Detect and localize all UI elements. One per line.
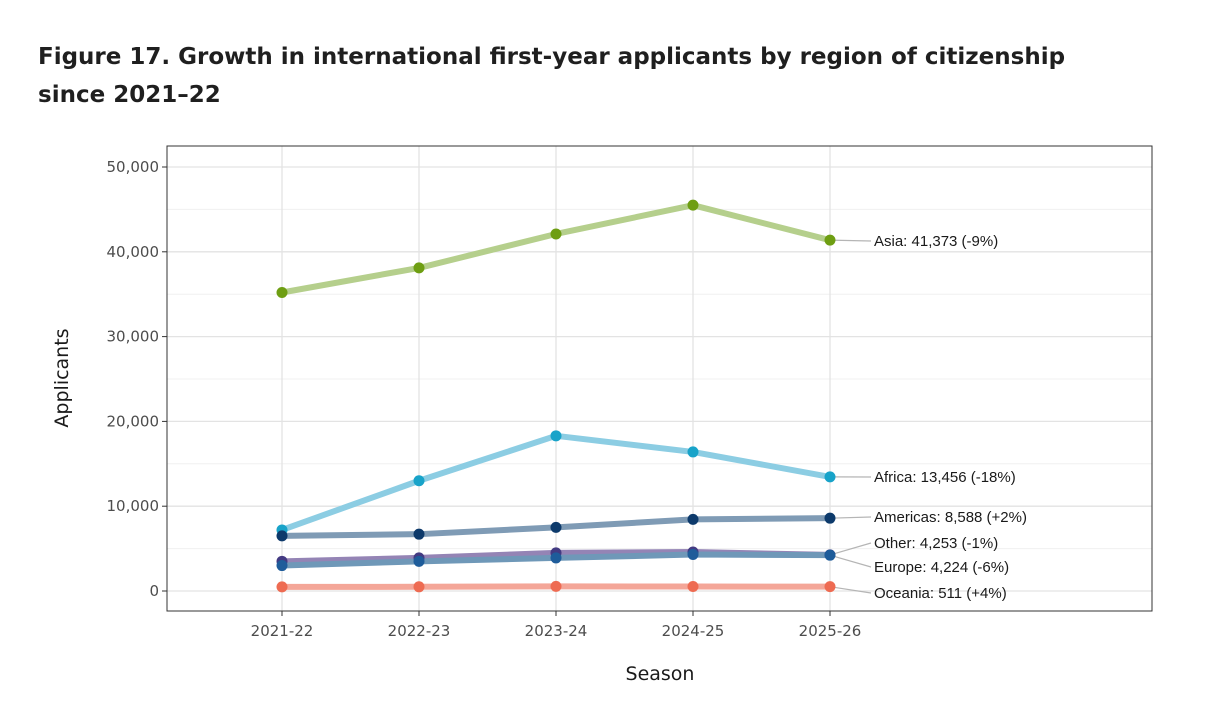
data-point-americas	[413, 528, 425, 540]
leader-line-other	[829, 542, 872, 556]
data-point-oceania	[824, 581, 836, 593]
x-axis-ticks: 2021-22 2022-23 2023-24 2024-25 2025-26	[251, 611, 862, 640]
x-tick-label: 2025-26	[799, 622, 862, 640]
leader-line-europe	[829, 554, 872, 568]
data-point-oceania	[550, 580, 562, 592]
y-axis-ticks: 0 10,000 20,000 30,000 40,000 50,000	[107, 158, 167, 600]
leader-line-oceania	[829, 586, 872, 594]
y-tick-label: 20,000	[107, 412, 160, 430]
y-tick-label: 10,000	[107, 497, 160, 515]
chart-title-line-2: since 2021–22	[38, 82, 221, 108]
x-tick-label: 2022-23	[388, 622, 451, 640]
data-point-africa	[824, 471, 836, 483]
data-point-asia	[413, 262, 425, 274]
data-point-americas	[276, 530, 288, 542]
data-point-europe	[413, 555, 425, 567]
data-point-africa	[413, 475, 425, 487]
data-point-asia	[824, 234, 836, 246]
x-tick-label: 2023-24	[525, 622, 588, 640]
y-tick-label: 30,000	[107, 328, 160, 346]
end-label-other: Other: 4,253 (-1%)	[874, 535, 998, 552]
leader-line-asia	[829, 239, 872, 242]
y-tick-label: 0	[149, 582, 159, 600]
x-tick-label: 2024-25	[662, 622, 725, 640]
end-label-americas: Americas: 8,588 (+2%)	[874, 509, 1027, 526]
data-point-oceania	[687, 581, 699, 593]
data-point-asia	[687, 199, 699, 211]
y-axis-title: Applicants	[51, 328, 73, 427]
data-point-europe	[687, 549, 699, 561]
plot-panel-border	[166, 145, 1153, 612]
data-point-asia	[276, 287, 288, 299]
data-point-oceania	[276, 581, 288, 593]
data-point-europe	[550, 552, 562, 564]
data-point-asia	[550, 228, 562, 240]
data-point-europe	[276, 560, 288, 572]
y-tick-label: 50,000	[107, 158, 160, 176]
end-label-asia: Asia: 41,373 (-9%)	[874, 233, 998, 250]
leader-line-americas	[829, 516, 872, 519]
end-label-africa: Africa: 13,456 (-18%)	[874, 469, 1016, 486]
chart-title-line-1: Figure 17. Growth in international first…	[38, 44, 1066, 70]
x-axis-title: Season	[626, 663, 695, 685]
data-point-americas	[824, 512, 836, 524]
grid-lines	[167, 146, 1152, 611]
data-point-europe	[824, 549, 836, 561]
end-label-oceania: Oceania: 511 (+4%)	[874, 585, 1007, 602]
x-tick-label: 2021-22	[251, 622, 314, 640]
series-end-labels: Asia: 41,373 (-9%) Africa: 13,456 (-18%) A…	[874, 233, 1027, 602]
chart-title: Figure 17. Growth in international first…	[38, 38, 1138, 114]
data-point-americas	[550, 521, 562, 533]
data-point-africa	[550, 430, 562, 442]
data-point-americas	[687, 513, 699, 525]
end-label-europe: Europe: 4,224 (-6%)	[874, 559, 1009, 576]
data-point-africa	[687, 446, 699, 458]
series-points	[276, 199, 836, 593]
y-tick-label: 40,000	[107, 243, 160, 261]
label-leader-lines	[829, 239, 872, 594]
data-point-oceania	[413, 581, 425, 593]
